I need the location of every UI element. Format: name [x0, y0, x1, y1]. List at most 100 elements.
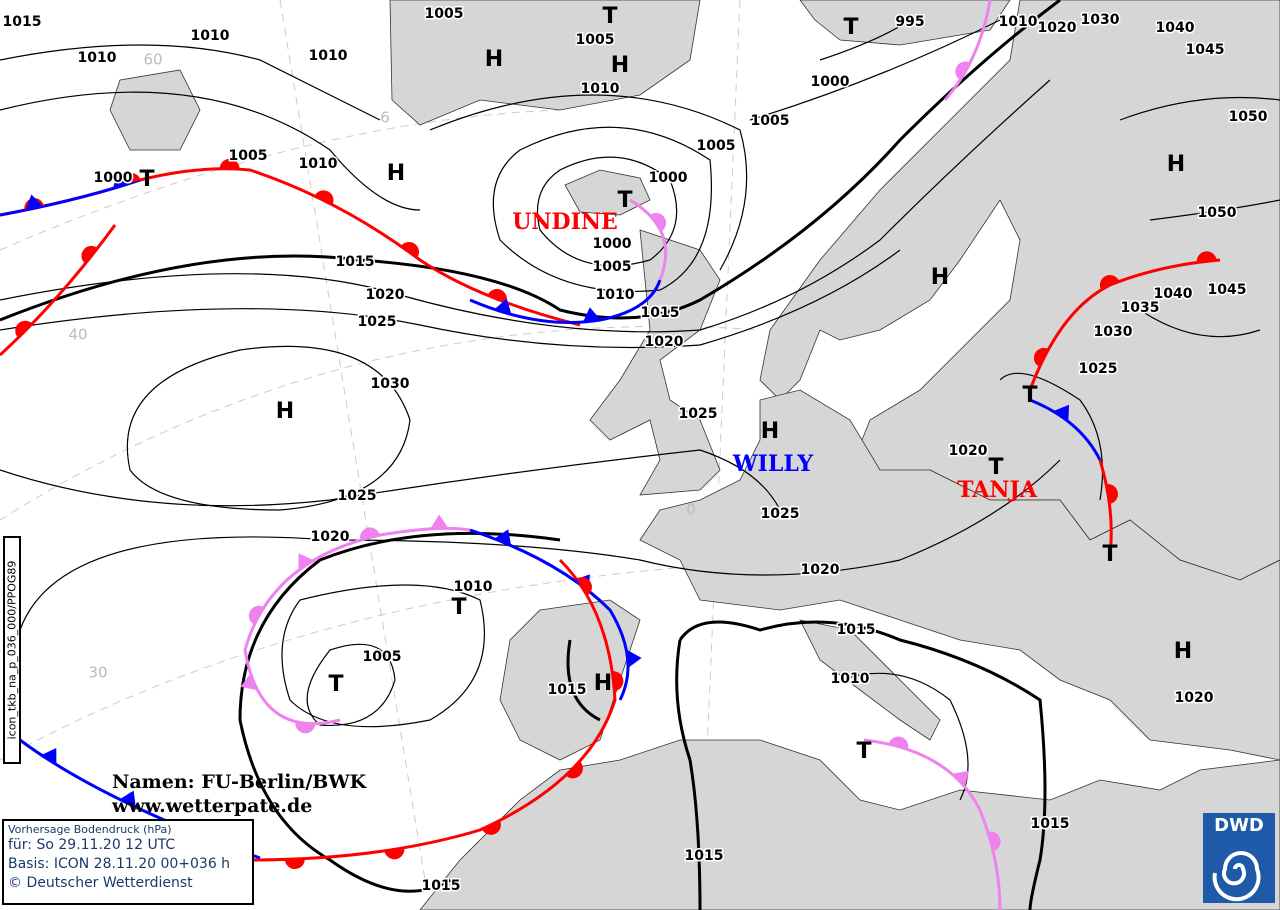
high-pressure-center: H	[485, 47, 503, 72]
warm-front-semicircle	[1106, 484, 1118, 504]
system-name: WILLY	[732, 451, 814, 477]
occlusion-north	[943, 0, 992, 101]
warm-front-semicircle	[1099, 275, 1120, 289]
cold-front-triangle	[112, 172, 131, 189]
isobar-label: 1010	[309, 48, 348, 64]
system-names: UNDINE WILLY TANJA	[512, 209, 1038, 503]
isobar-label: 1035	[1121, 300, 1160, 316]
swirl-icon	[1212, 851, 1261, 902]
low-pressure-center: T	[856, 739, 871, 764]
isobar-label: 1010	[999, 14, 1038, 30]
warm-front-west	[0, 224, 117, 357]
legend-box: Vorhersage Bodendruck (hPa) für: So 29.1…	[2, 819, 254, 905]
isobar-label: 1015	[422, 878, 461, 894]
isobar-label: 1015	[3, 14, 42, 30]
warm-front-atlantic	[0, 167, 581, 327]
dwd-logo-text: DWD	[1214, 815, 1264, 836]
isobar-label: 1020	[801, 562, 840, 578]
name-credit: Namen: FU-Berlin/BWK www.wetterpate.de	[112, 770, 366, 818]
warm-front-tanja-south	[1098, 459, 1113, 556]
occlusion-med	[863, 738, 1002, 910]
warm-front-semicircle	[650, 212, 667, 232]
isobar-label: 1030	[371, 376, 410, 392]
isobar-label: 1010	[581, 81, 620, 97]
isobar-label: 1015	[641, 305, 680, 321]
warm-front-semicircle	[295, 721, 316, 734]
warm-front-semicircle	[988, 831, 1001, 852]
credit-line-2: www.wetterpate.de	[112, 795, 313, 817]
isobar-label: 1025	[358, 314, 397, 330]
isobar-label: 1015	[336, 254, 375, 270]
cold-front-triangle	[240, 673, 257, 691]
grid-label: 30	[88, 664, 107, 682]
italy	[799, 619, 941, 741]
isobar-label: 995	[895, 14, 924, 30]
isobar-label: 1005	[576, 32, 615, 48]
isobar-label: 1050	[1229, 109, 1268, 125]
high-pressure-center: H	[276, 399, 294, 424]
isobar-label: 1010	[78, 50, 117, 66]
isobar-label: 1000	[649, 170, 688, 186]
cold-front-triangle	[430, 514, 449, 529]
isobar-label: 1030	[1094, 324, 1133, 340]
high-pressure-center: H	[1167, 152, 1185, 177]
isobar-label: 1010	[191, 28, 230, 44]
isobar-label: 1015	[1031, 816, 1070, 832]
isobar-labels: 1015 1010 1010 1010 1005 1005 1010 995 1010 1020 1…	[1, 5, 1269, 896]
cold-front-triangle	[952, 770, 969, 787]
continental-europe	[639, 389, 1280, 761]
isobar-label: 1005	[697, 138, 736, 154]
warm-front-semicircle	[955, 61, 971, 81]
isobar-label: 1010	[454, 579, 493, 595]
isobar-label: 1040	[1154, 286, 1193, 302]
low-pressure-center: T	[1022, 383, 1037, 408]
isobar-label: 1030	[1081, 12, 1120, 28]
high-pressure-center: H	[611, 53, 629, 78]
warm-front-semicircle	[219, 158, 240, 170]
cold-front-triangle	[627, 649, 642, 668]
warm-front-semicircle	[481, 820, 501, 835]
isobar-label: 1005	[363, 649, 402, 665]
high-pressure-center: H	[594, 671, 612, 696]
isobars-1015	[0, 0, 1061, 910]
warm-front-semicircle	[284, 858, 305, 870]
isobar-label: 1040	[1156, 20, 1195, 36]
isobar-label: 1020	[645, 334, 684, 350]
iceland	[564, 169, 651, 216]
warm-front-semicircle	[360, 527, 380, 540]
high-pressure-center: H	[931, 265, 949, 290]
system-name: TANJA	[957, 477, 1038, 503]
isobar-label: 1025	[1079, 361, 1118, 377]
warm-front-semicircle	[576, 577, 592, 596]
cold-front-triangle	[25, 194, 44, 211]
isobar-label: 1005	[593, 259, 632, 275]
isobar-label: 1010	[831, 671, 870, 687]
low-pressure-center: T	[1102, 542, 1117, 567]
cold-front-triangle	[494, 298, 512, 315]
front-symbols	[15, 61, 1217, 870]
legend-valid-time: für: So 29.11.20 12 UTC	[8, 837, 176, 853]
isobars	[0, 19, 1280, 801]
isobar-label: 1025	[761, 506, 800, 522]
cold-front-tanja	[1029, 398, 1102, 461]
warm-front-iberia	[249, 558, 617, 862]
legend-title: Vorhersage Bodendruck (hPa)	[8, 823, 172, 836]
low-pressure-center: T	[843, 15, 858, 40]
occlusion-atlantic	[243, 526, 471, 726]
isobar-label: 1005	[751, 113, 790, 129]
high-pressure-center: H	[1174, 639, 1192, 664]
isobar-label: 1020	[949, 443, 988, 459]
warm-front-semicircle	[248, 605, 264, 625]
cold-front-triangle	[119, 790, 136, 808]
low-pressure-center: T	[988, 455, 1003, 480]
warm-front-semicircle	[565, 761, 583, 779]
isobar-label: 1015	[837, 622, 876, 638]
isobar-label: 1020	[311, 529, 350, 545]
product-code-box: icon_tkb_na_p_036_000/PPOG89	[3, 536, 21, 764]
cold-front-triangle	[41, 748, 57, 765]
occlusion-undine	[629, 198, 668, 281]
isobar-label: 1045	[1186, 42, 1225, 58]
isobar-label: 1020	[366, 287, 405, 303]
isobar-label: 1005	[425, 6, 464, 22]
